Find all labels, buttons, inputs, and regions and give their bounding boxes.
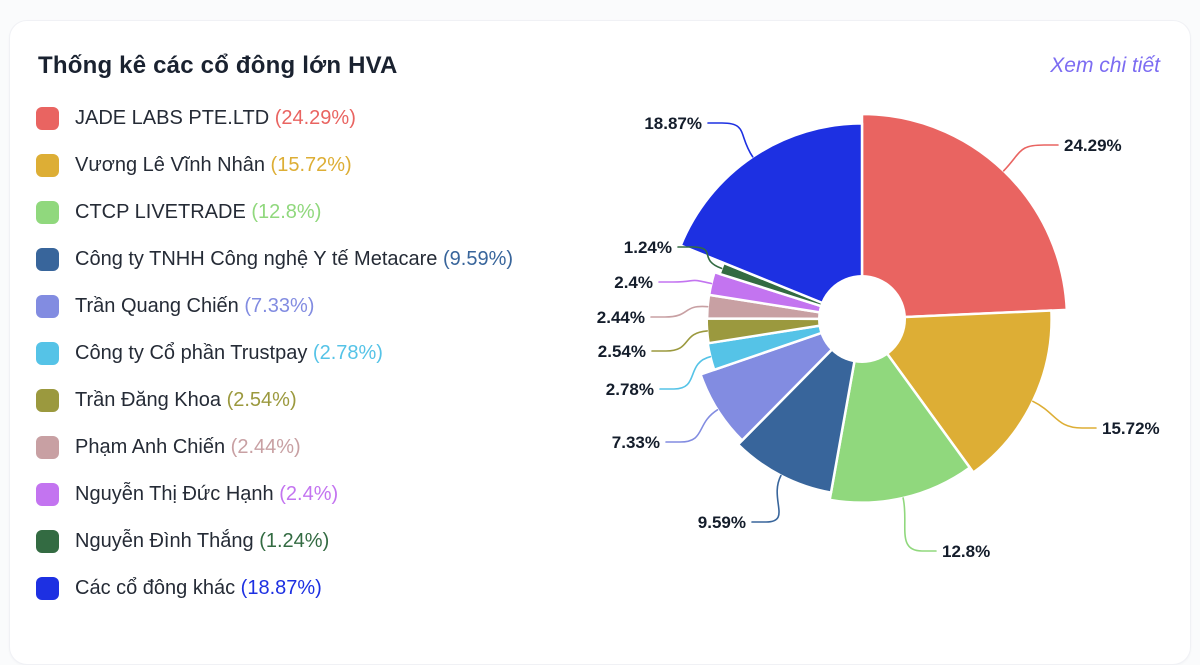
shareholder-name: Nguyễn Thị Đức Hạnh <box>75 483 274 505</box>
slice-leader-line <box>902 497 937 552</box>
legend-color-swatch <box>36 342 59 365</box>
slice-value-label: 1.24% <box>624 238 672 257</box>
shareholders-card: Thống kê các cổ đông lớn HVA Xem chi tiế… <box>9 20 1191 665</box>
shareholder-percent: (15.72%) <box>270 154 352 176</box>
shareholder-percent: (2.78%) <box>312 342 383 364</box>
shareholder-percent: (12.8%) <box>251 201 322 223</box>
legend-color-swatch <box>36 483 59 506</box>
shareholder-name: Nguyễn Đình Thắng <box>75 530 254 552</box>
shareholder-name: Công ty Cổ phần Trustpay <box>75 342 308 364</box>
shareholder-name: Phạm Anh Chiến <box>75 436 226 458</box>
slice-leader-line <box>665 409 719 443</box>
slice-value-label: 9.59% <box>698 513 746 532</box>
legend-item[interactable]: Nguyễn Thị Đức Hạnh (2.4%) <box>36 481 541 508</box>
pie-chart: 24.29% 15.72% 12.8% 9.59% 7.33% 2.78% 2.54% 2.4… <box>597 112 1160 561</box>
legend-color-swatch <box>36 154 59 177</box>
slice-leader-line <box>751 474 782 523</box>
legend-color-swatch <box>36 577 59 600</box>
slice-leader-line <box>1002 144 1059 172</box>
slice-value-label: 24.29% <box>1064 136 1122 155</box>
slice-value-label: 15.72% <box>1102 419 1160 438</box>
slice-value-label: 2.44% <box>597 308 645 327</box>
shareholder-percent: (7.33%) <box>244 295 315 317</box>
legend-item[interactable]: Nguyễn Đình Thắng (1.24%) <box>36 528 541 555</box>
shareholder-name: CTCP LIVETRADE <box>75 201 246 223</box>
shareholder-name: Trần Đăng Khoa <box>75 389 222 411</box>
legend-item[interactable]: CTCP LIVETRADE (12.8%) <box>36 199 541 226</box>
slice-value-label: 2.4% <box>614 273 653 292</box>
legend-item-label: Công ty TNHH Công nghệ Y tế Metacare (9.… <box>75 246 513 273</box>
legend-item-label: Nguyễn Thị Đức Hạnh (2.4%) <box>75 481 338 508</box>
slice-leader-line <box>658 279 713 285</box>
legend-item[interactable]: Vương Lê Vĩnh Nhân (15.72%) <box>36 152 541 179</box>
slice-value-label: 7.33% <box>612 433 660 452</box>
shareholder-percent: (18.87%) <box>240 577 322 599</box>
donut-hole <box>818 275 906 363</box>
legend-item-label: Trần Quang Chiến (7.33%) <box>75 293 314 320</box>
card-header: Thống kê các cổ đông lớn HVA Xem chi tiế… <box>38 49 1160 83</box>
slice-value-label: 2.78% <box>606 380 654 399</box>
slice-value-label: 18.87% <box>644 114 702 133</box>
legend-color-swatch <box>36 201 59 224</box>
shareholder-name: Trần Quang Chiến <box>75 295 239 317</box>
legend-item-label: Nguyễn Đình Thắng (1.24%) <box>75 528 329 555</box>
legend-item-label: Phạm Anh Chiến (2.44%) <box>75 434 301 461</box>
legend-color-swatch <box>36 436 59 459</box>
legend-item[interactable]: Phạm Anh Chiến (2.44%) <box>36 434 541 461</box>
legend-item[interactable]: Trần Đăng Khoa (2.54%) <box>36 387 541 414</box>
shareholder-percent: (2.54%) <box>226 389 297 411</box>
shareholder-percent: (9.59%) <box>442 248 514 270</box>
legend-item-label: Trần Đăng Khoa (2.54%) <box>75 387 297 414</box>
shareholder-percent: (2.4%) <box>279 483 339 505</box>
shareholder-percent: (24.29%) <box>274 107 356 129</box>
page-title: Thống kê các cổ đông lớn HVA <box>38 52 398 79</box>
slice-leader-line <box>650 305 709 318</box>
legend-item-label: Công ty Cổ phần Trustpay (2.78%) <box>75 340 383 367</box>
slice-leader-line <box>659 355 712 390</box>
slice-value-label: 2.54% <box>598 342 646 361</box>
shareholder-percent: (1.24%) <box>259 530 330 552</box>
legend-item[interactable]: Trần Quang Chiến (7.33%) <box>36 293 541 320</box>
legend-item[interactable]: Công ty TNHH Công nghệ Y tế Metacare (9.… <box>36 246 541 273</box>
legend-color-swatch <box>36 248 59 271</box>
shareholder-name: JADE LABS PTE.LTD <box>75 107 270 129</box>
shareholder-name: Công ty TNHH Công nghệ Y tế Metacare <box>75 248 438 270</box>
legend-color-swatch <box>36 530 59 553</box>
slice-leader-line <box>1032 400 1097 429</box>
shareholder-name: Các cổ đông khác <box>75 577 236 599</box>
legend-item-label: Vương Lê Vĩnh Nhân (15.72%) <box>75 152 352 179</box>
slice-leader-line <box>651 330 708 352</box>
legend-item-label: JADE LABS PTE.LTD (24.29%) <box>75 105 356 132</box>
legend-item[interactable]: Các cổ đông khác (18.87%) <box>36 575 541 602</box>
legend-item-label: Các cổ đông khác (18.87%) <box>75 575 322 602</box>
legend-color-swatch <box>36 295 59 318</box>
legend: JADE LABS PTE.LTD (24.29%) Vương Lê Vĩnh … <box>36 105 541 602</box>
legend-item-label: CTCP LIVETRADE (12.8%) <box>75 199 321 226</box>
slice-value-label: 12.8% <box>942 542 990 561</box>
legend-item[interactable]: Công ty Cổ phần Trustpay (2.78%) <box>36 340 541 367</box>
legend-color-swatch <box>36 107 59 130</box>
shareholder-name: Vương Lê Vĩnh Nhân <box>75 154 265 176</box>
slice-leader-line <box>677 246 723 270</box>
shareholder-percent: (2.44%) <box>230 436 301 458</box>
slice-leader-line <box>707 122 754 158</box>
legend-item[interactable]: JADE LABS PTE.LTD (24.29%) <box>36 105 541 132</box>
view-details-link[interactable]: Xem chi tiết <box>1050 54 1160 77</box>
legend-color-swatch <box>36 389 59 412</box>
